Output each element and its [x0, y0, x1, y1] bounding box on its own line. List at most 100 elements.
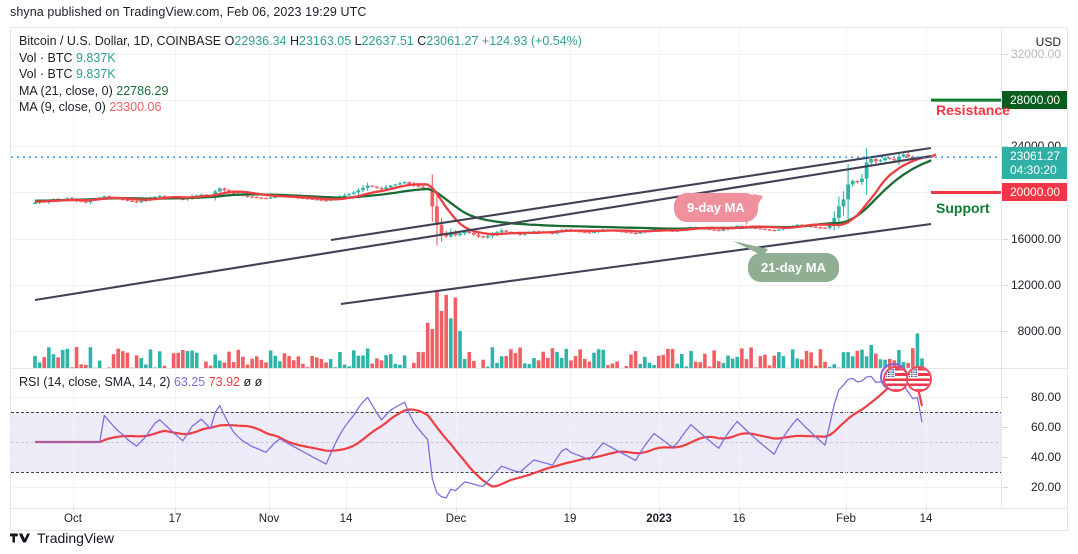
resistance-price-badge-value: 28000.00 [1010, 93, 1061, 107]
legend-ma21-row[interactable]: MA (21, close, 0) 22786.29 [19, 83, 582, 100]
ma9-callout[interactable]: 9-day MA [674, 193, 758, 222]
price-axis-tick-label: 32000.00 [1010, 47, 1061, 61]
chart-panes: USD32000.0028000.0024000.0020000.0016000… [10, 27, 1068, 509]
volume-bar [610, 363, 615, 368]
volume-bar [878, 359, 883, 368]
candle-body [351, 192, 356, 194]
volume-bar [213, 354, 217, 368]
candle-body [259, 197, 264, 199]
date-axis-tick [846, 509, 847, 513]
volume-bar [684, 366, 689, 368]
legend-open-key: O [224, 34, 235, 48]
volume-bar [920, 358, 924, 368]
legend-volume-row-2[interactable]: Vol · BTC 9.837K [19, 66, 582, 83]
date-axis[interactable]: Oct 17 Nov 14 Dec 19 2023 16 Feb 14 [10, 509, 1068, 531]
price-pane[interactable]: USD32000.0028000.0024000.0020000.0016000… [10, 27, 1068, 392]
ma21-callout[interactable]: 21-day MA [748, 253, 840, 282]
volume-bar [495, 362, 499, 368]
volume-bar [897, 349, 901, 368]
rsi-vertical-gridline [926, 369, 927, 508]
candle-body [582, 231, 587, 233]
rsi-gridline [11, 397, 1003, 398]
rsi-gridline [11, 487, 1003, 488]
volume-bar [33, 355, 37, 368]
volume-bar [472, 360, 476, 368]
date-axis-tick [659, 509, 660, 513]
trendline-1 [34, 154, 932, 302]
volume-bar [356, 355, 361, 368]
volume-bar [707, 366, 712, 368]
candle-body [264, 198, 268, 200]
volume-bar [832, 364, 837, 368]
volume-bar [777, 352, 781, 368]
rsi-legend-row[interactable]: RSI (14, close, SMA, 14, 2) 63.25 73.92 … [19, 374, 262, 391]
legend-high-value: 23163.05 [299, 34, 352, 48]
candle-body [887, 157, 892, 160]
legend-ma9-label: MA (9, close, 0) [19, 100, 106, 114]
price-plot-area[interactable] [11, 28, 1003, 368]
support-price-badge[interactable]: 20000.00 [1002, 183, 1067, 201]
candle-body [199, 194, 204, 196]
legend-volume-row-1[interactable]: Vol · BTC 9.837K [19, 50, 582, 67]
volume-bar [458, 330, 462, 368]
rsi-axis[interactable]: 80.00 60.00 40.00 20.00 [1001, 369, 1067, 508]
last-price-badge[interactable]: 23061.27 04:30:20 [1002, 147, 1067, 179]
volume-bar [638, 363, 643, 368]
volume-bar [661, 354, 666, 368]
price-axis[interactable]: USD32000.0028000.0024000.0020000.0016000… [1001, 28, 1067, 368]
candle-body [619, 231, 624, 233]
rsi-plot-area[interactable] [11, 369, 1003, 508]
support-label: Support [936, 200, 990, 216]
price-vertical-gridline [73, 28, 74, 368]
candle-body [850, 180, 855, 185]
volume-bar [273, 355, 278, 368]
volume-bar [772, 355, 776, 368]
rsi-vertical-gridline [175, 369, 176, 508]
legend-high-key: H [290, 34, 300, 48]
volume-bar [550, 348, 555, 368]
volume-bar [633, 351, 638, 368]
volume-bar [194, 352, 199, 368]
volume-bar [559, 357, 564, 368]
candle-body [716, 230, 721, 232]
legend-volume-value-2: 9.837K [75, 67, 116, 81]
volume-bar [107, 367, 111, 368]
candle-body [592, 231, 596, 233]
legend-ma9-row[interactable]: MA (9, close, 0) 23300.06 [19, 99, 582, 116]
us-flag-event-icon-2[interactable] [906, 366, 932, 392]
volume-bar [416, 351, 421, 368]
date-axis-tick [73, 509, 74, 513]
candle-body [213, 191, 218, 196]
price-vertical-gridline [570, 28, 571, 368]
legend-symbol-row[interactable]: Bitcoin / U.S. Dollar, 1D, COINBASE O229… [19, 33, 582, 50]
published-attribution: shyna published on TradingView.com, Feb … [10, 5, 367, 19]
rsi-gridline [11, 427, 1003, 428]
candle-body [827, 224, 832, 229]
volume-bar [624, 366, 629, 368]
price-gridline [11, 331, 1003, 332]
candle-body [162, 195, 167, 198]
volume-bar [813, 365, 818, 368]
resistance-price-badge[interactable]: 28000.00 [1002, 91, 1067, 109]
volume-bar [162, 365, 167, 368]
candle-body [83, 201, 88, 203]
rsi-axis-tick-label: 20.00 [1030, 480, 1061, 494]
rsi-legend-value: 63.25 [173, 375, 206, 389]
volume-bar [532, 358, 536, 368]
volume-bar [841, 352, 846, 368]
volume-bar [763, 354, 767, 368]
date-axis-label: Oct [64, 513, 82, 525]
us-flag-event-icon-1[interactable] [883, 366, 909, 392]
candle-body [324, 200, 328, 202]
volume-bar [351, 350, 356, 368]
volume-bar [51, 354, 56, 368]
volume-bar [315, 357, 319, 368]
volume-bar [379, 360, 384, 368]
volume-bar [37, 362, 42, 368]
candle-body [860, 178, 864, 183]
rsi-sma-line [35, 380, 924, 488]
rsi-legend-extra-2: ø [254, 375, 263, 389]
volume-bar [874, 353, 878, 368]
volume-bar [421, 352, 425, 368]
volume-bar [296, 356, 301, 368]
